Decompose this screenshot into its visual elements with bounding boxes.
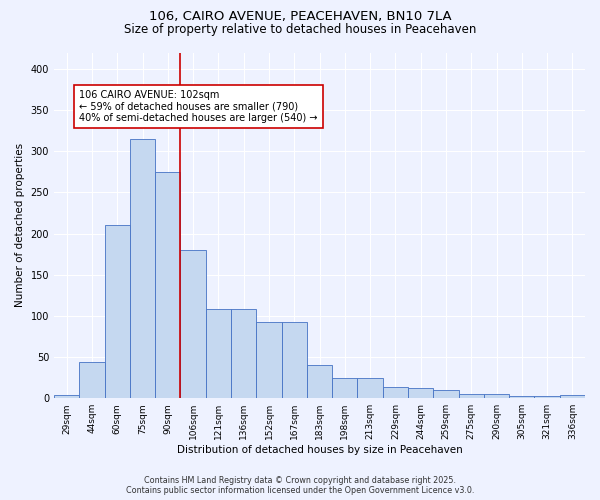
Bar: [104, 226, 130, 398]
Bar: [206, 310, 231, 398]
Bar: [281, 322, 307, 398]
Bar: [181, 250, 206, 398]
Bar: [231, 310, 256, 398]
Bar: [408, 388, 433, 398]
Bar: [433, 390, 458, 398]
Bar: [358, 378, 383, 398]
Bar: [54, 395, 79, 398]
Bar: [509, 396, 535, 398]
Text: Contains HM Land Registry data © Crown copyright and database right 2025.
Contai: Contains HM Land Registry data © Crown c…: [126, 476, 474, 495]
Bar: [332, 378, 358, 398]
Bar: [484, 394, 509, 398]
Bar: [383, 386, 408, 398]
Text: 106 CAIRO AVENUE: 102sqm
← 59% of detached houses are smaller (790)
40% of semi-: 106 CAIRO AVENUE: 102sqm ← 59% of detach…: [79, 90, 318, 122]
Bar: [79, 362, 104, 398]
Text: Size of property relative to detached houses in Peacehaven: Size of property relative to detached ho…: [124, 22, 476, 36]
Bar: [560, 395, 585, 398]
Text: 106, CAIRO AVENUE, PEACEHAVEN, BN10 7LA: 106, CAIRO AVENUE, PEACEHAVEN, BN10 7LA: [149, 10, 451, 23]
Bar: [535, 396, 560, 398]
Bar: [155, 172, 181, 398]
Bar: [458, 394, 484, 398]
X-axis label: Distribution of detached houses by size in Peacehaven: Distribution of detached houses by size …: [176, 445, 463, 455]
Bar: [130, 139, 155, 398]
Bar: [307, 366, 332, 398]
Bar: [256, 322, 281, 398]
Y-axis label: Number of detached properties: Number of detached properties: [15, 144, 25, 308]
